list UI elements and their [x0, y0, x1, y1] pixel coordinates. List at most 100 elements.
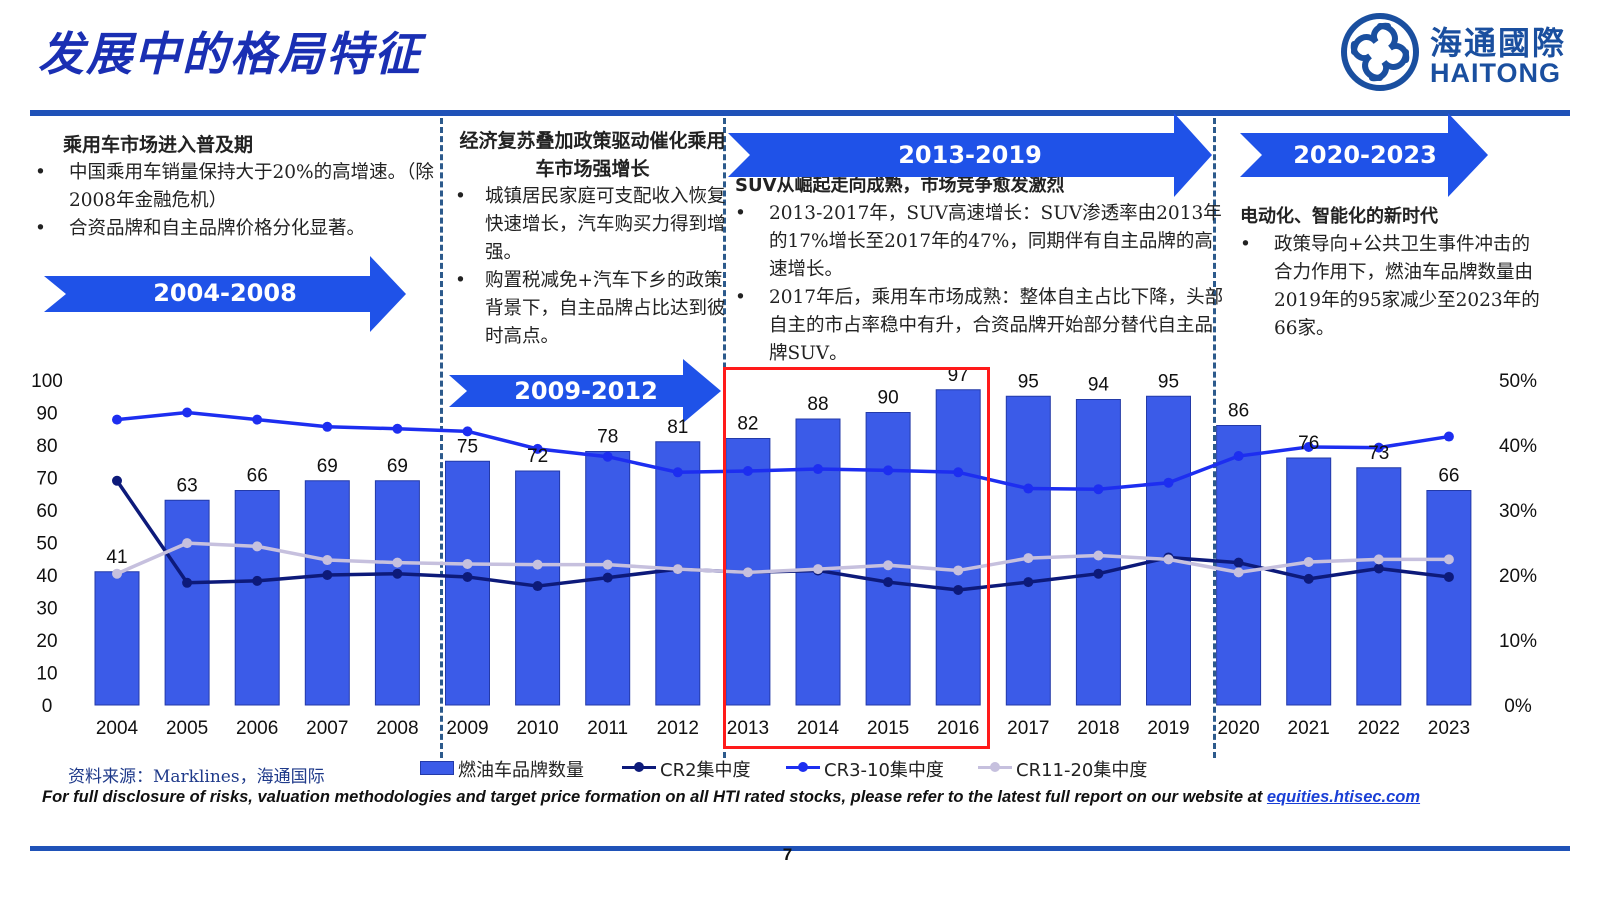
arrow-2020-2023: [1240, 113, 1488, 197]
era-heading: 经济复苏叠加政策驱动催化乘用车市场强增长: [459, 130, 726, 180]
line-point: [1303, 573, 1314, 584]
line-point: [182, 538, 193, 549]
bar-2004: [94, 571, 140, 706]
line-point: [1373, 442, 1384, 453]
bar-2008: [374, 480, 420, 706]
era-bullet: 合资品牌和自主品牌价格分化显著。: [35, 215, 445, 243]
line-point: [1233, 451, 1244, 462]
bar-value-label: 82: [737, 414, 758, 435]
era-bullet: 购置税减免+汽车下乡的政策背景下，自主品牌占比达到彼时高点。: [455, 267, 730, 351]
x-tick-label: 2014: [797, 718, 840, 739]
bar-value-label: 66: [247, 466, 268, 487]
source-note: 资料来源：Marklines，海通国际: [68, 767, 325, 787]
line-point: [1093, 568, 1104, 579]
line-point: [532, 443, 543, 454]
line-point: [883, 560, 894, 571]
line-point: [1023, 483, 1034, 494]
legend-label: CR3-10集中度: [824, 760, 944, 781]
line-point: [392, 568, 403, 579]
bar-value-label: 86: [1228, 401, 1249, 422]
line-point: [322, 570, 333, 580]
bar-2005: [164, 499, 210, 706]
line-point: [182, 407, 193, 418]
bar-value-label: 95: [1158, 371, 1179, 392]
arrow-label: 2013-2019: [898, 141, 1042, 169]
y-right-tick-label: 30%: [1499, 501, 1537, 522]
line-point: [1233, 557, 1244, 568]
bar-2016: [935, 389, 981, 706]
slide-title: 发展中的格局特征: [38, 27, 422, 81]
line-point: [953, 467, 964, 478]
line-point: [112, 568, 122, 579]
line-point: [602, 559, 613, 570]
line-point: [1233, 567, 1244, 578]
arrow-label: 2004-2008: [153, 279, 297, 307]
x-tick-label: 2007: [306, 718, 348, 739]
line-point: [1373, 563, 1384, 574]
page-number: 7: [782, 845, 793, 864]
x-tick-label: 2021: [1288, 718, 1330, 739]
disclosure-text: For full disclosure of risks, valuation …: [42, 788, 1420, 807]
line-point: [883, 577, 894, 588]
era-2004-2008-text: 乘用车市场进入普及期 中国乘用车销量保持大于20%的高增速。（除2008年金融危…: [35, 131, 445, 243]
bar-2017: [1005, 395, 1051, 706]
line-point: [1303, 557, 1314, 567]
arrow-2009-2012: [449, 359, 721, 423]
line-point: [252, 541, 263, 552]
y-right-tick-label: 40%: [1499, 436, 1537, 457]
y-right-tick-label: 10%: [1499, 631, 1537, 652]
x-tick-label: 2005: [166, 718, 208, 739]
line-point: [813, 464, 823, 475]
line-point: [1163, 554, 1174, 565]
line-point: [462, 426, 473, 437]
legend-label: CR2集中度: [660, 760, 751, 781]
legend-marker: [990, 762, 1000, 772]
legend-swatch: [420, 761, 454, 775]
bar-value-label: 81: [667, 417, 688, 438]
line-point: [532, 559, 543, 570]
era-2020-2023-text: 电动化、智能化的新时代 政策导向+公共卫生事件冲击的合力作用下，燃油车品牌数量由…: [1240, 203, 1540, 343]
logo-name-en: HAITONG: [1430, 58, 1562, 88]
bar-2009: [445, 460, 490, 706]
legend-marker: [634, 762, 644, 772]
y-left-tick-label: 30: [36, 599, 57, 620]
bar-value-label: 88: [807, 394, 828, 415]
x-tick-label: 2004: [96, 718, 139, 739]
era-2013-2019-text: SUV从崛起走向成熟，市场竞争愈发激烈 2013-2017年，SUV高速增长：S…: [735, 172, 1225, 368]
line-point: [1093, 550, 1104, 561]
bar-value-label: 78: [597, 427, 618, 448]
bar-value-label: 63: [177, 475, 198, 496]
line-point: [182, 577, 193, 588]
line-point: [392, 557, 403, 568]
bar-value-label: 69: [387, 456, 408, 477]
haitong-logo: 海通國際 HAITONG: [1340, 12, 1570, 92]
website-link[interactable]: equities.htisec.com: [1266, 788, 1421, 806]
era-2009-2012-text: 经济复苏叠加政策驱动催化乘用车市场强增长 城镇居民家庭可支配收入恢复快速增长，汽…: [455, 127, 730, 351]
line-point: [112, 414, 122, 425]
highlight-box-2013-2016: [723, 367, 990, 749]
line-point: [813, 564, 823, 575]
x-tick-label: 2009: [446, 718, 488, 739]
y-left-tick-label: 10: [36, 664, 57, 685]
bar-value-label: 97: [948, 365, 969, 386]
bar-2019: [1146, 395, 1191, 706]
line-point: [462, 558, 473, 569]
line-point: [532, 581, 543, 592]
x-tick-label: 2011: [587, 718, 628, 739]
line-point: [1093, 484, 1104, 495]
bar-value-label: 66: [1438, 466, 1459, 487]
logo-name-cn: 海通國際: [1430, 24, 1567, 62]
y-left-tick-label: 50: [36, 534, 57, 555]
y-left-tick-label: 0: [42, 696, 53, 717]
bar-value-label: 94: [1088, 375, 1110, 396]
line-point: [602, 451, 613, 462]
x-tick-label: 2012: [657, 718, 699, 739]
y-left-tick-label: 80: [36, 436, 57, 457]
era-bullet: 中国乘用车销量保持大于20%的高增速。（除2008年金融危机）: [35, 159, 445, 215]
line-point: [953, 584, 964, 595]
bar-value-label: 69: [317, 456, 338, 477]
x-tick-label: 2022: [1358, 718, 1400, 739]
y-left-tick-label: 20: [36, 631, 57, 652]
x-tick-label: 2010: [516, 718, 558, 739]
x-tick-label: 2008: [376, 718, 418, 739]
